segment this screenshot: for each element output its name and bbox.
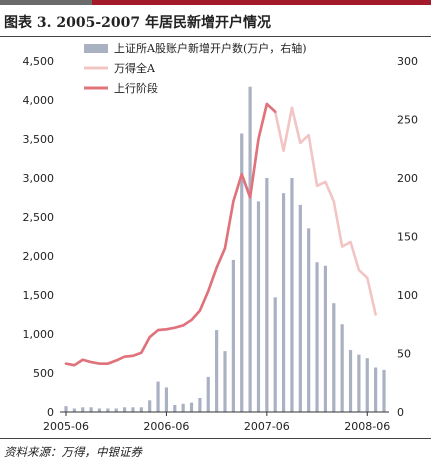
source-divider: [0, 438, 431, 439]
bar-2008-08: [382, 369, 386, 412]
legend-label-accounts: 上证所A股账户新增开户数(万户，右轴): [114, 41, 307, 55]
y-right-tick-label: 0: [397, 406, 404, 419]
y-left-tick-label: 2,000: [23, 250, 55, 263]
bar-2008-03: [340, 324, 344, 412]
y-right-tick-label: 100: [397, 289, 418, 302]
bar-2007-06: [265, 178, 269, 412]
axes-layer: 05001,0001,5002,0002,5003,0003,5004,0004…: [23, 55, 419, 433]
series-line-wind-all-a: [64, 102, 377, 367]
account-openings-chart: 05001,0001,5002,0002,5003,0003,5004,0004…: [23, 41, 419, 433]
bar-2006-09: [189, 402, 194, 412]
bar-2007-02: [231, 259, 235, 412]
bar-2005-10: [97, 408, 102, 412]
legend-swatch-accounts: [84, 44, 108, 53]
bar-2007-08: [281, 193, 286, 412]
bar-2006-03: [139, 407, 143, 412]
bar-2007-09: [290, 178, 294, 412]
x-tick-label: 2005-06: [43, 420, 89, 433]
source-note: 资料来源：万得，中银证券: [4, 445, 142, 459]
y-right-tick-label: 300: [397, 55, 418, 68]
y-right-tick-label: 250: [397, 114, 418, 127]
bar-2008-06: [365, 358, 369, 412]
bar-2007-11: [307, 228, 311, 412]
figure-title: 图表 3. 2005-2007 年居民新增开户情况: [4, 15, 271, 31]
y-left-tick-label: 2,500: [23, 211, 55, 224]
bar-2007-05: [256, 201, 261, 412]
bar-2006-01: [122, 407, 127, 412]
bar-2005-07: [72, 408, 76, 412]
bar-2006-04: [148, 400, 152, 412]
bar-2007-03: [240, 133, 244, 412]
y-left-tick-label: 4,000: [23, 94, 55, 107]
legend-label-uptrend: 上行阶段: [114, 81, 158, 95]
y-left-tick-label: 4,500: [23, 55, 55, 68]
bar-2006-05: [156, 381, 160, 412]
x-tick-label: 2007-06: [244, 420, 290, 433]
bar-2006-12: [215, 330, 219, 412]
x-tick-label: 2008-06: [344, 420, 390, 433]
y-left-tick-label: 500: [33, 367, 54, 380]
y-left-tick-label: 3,500: [23, 133, 55, 146]
bar-2007-01: [223, 351, 227, 412]
y-left-tick-label: 1,000: [23, 328, 55, 341]
legend: 上证所A股账户新增开户数(万户，右轴) 万得全A 上行阶段: [84, 41, 307, 95]
bar-2005-06: [64, 406, 68, 412]
bar-2006-06: [164, 387, 169, 412]
bar-2008-04: [348, 349, 353, 412]
bar-2007-10: [298, 204, 302, 412]
bar-2006-10: [198, 397, 202, 412]
bar-2005-11: [106, 408, 110, 412]
bar-2006-11: [206, 376, 210, 412]
y-left-tick-label: 0: [47, 406, 54, 419]
bar-2006-08: [181, 403, 185, 412]
y-right-tick-label: 200: [397, 172, 418, 185]
bar-2007-04: [248, 86, 252, 413]
bar-2005-08: [81, 407, 85, 412]
bar-2005-09: [89, 407, 93, 412]
bars-layer: [64, 86, 386, 413]
bar-2008-01: [323, 265, 328, 412]
series-line-uptrend: [64, 102, 277, 367]
y-left-tick-label: 3,000: [23, 172, 55, 185]
title-divider: [0, 36, 431, 37]
bar-2008-07: [374, 367, 378, 412]
bar-2007-12: [315, 262, 319, 412]
header-bar-dark-segment: [0, 0, 92, 5]
lines-layer: [64, 102, 377, 367]
bar-2005-12: [114, 408, 118, 412]
bar-2007-07: [273, 297, 277, 412]
report-header-bar: [0, 0, 431, 5]
bar-2008-05: [357, 354, 361, 412]
legend-label-wind-all-a: 万得全A: [114, 61, 156, 75]
bar-2008-02: [332, 303, 336, 412]
bar-2006-02: [131, 407, 135, 412]
bar-2006-07: [173, 404, 177, 412]
header-bar-red-segment: [92, 0, 431, 5]
y-right-tick-label: 50: [397, 348, 411, 361]
x-tick-label: 2006-06: [143, 420, 189, 433]
y-right-tick-label: 150: [397, 231, 418, 244]
y-left-tick-label: 1,500: [23, 289, 55, 302]
